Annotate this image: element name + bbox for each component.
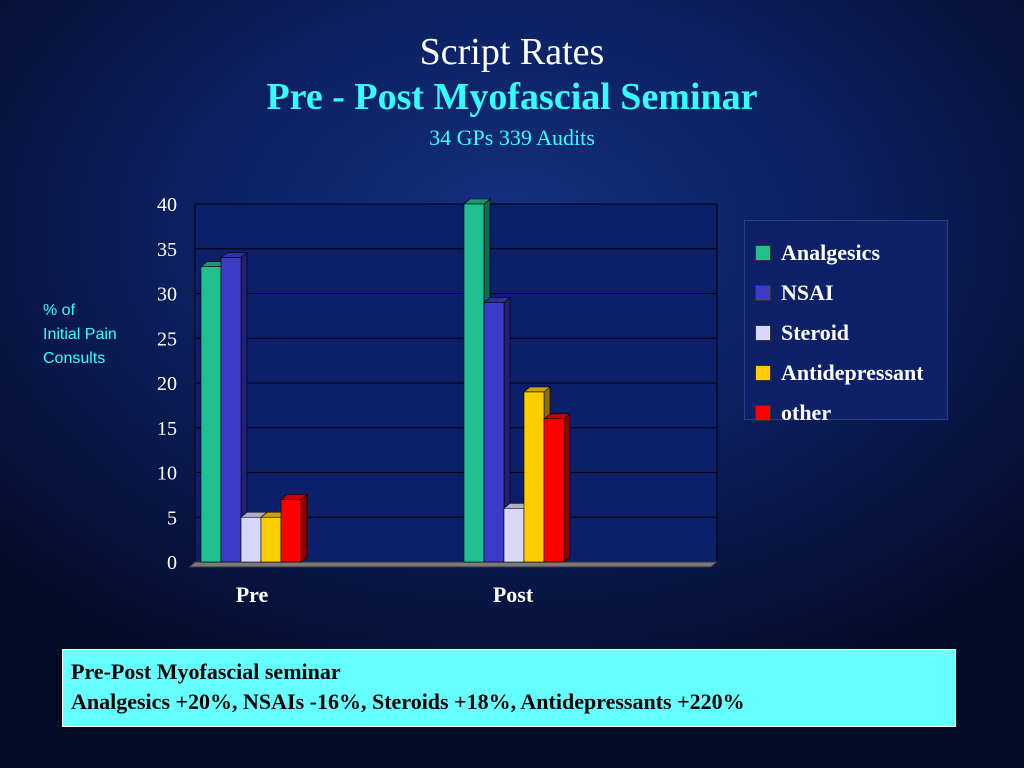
y-tick-label: 25 bbox=[157, 328, 177, 350]
legend-label: Analgesics bbox=[781, 240, 880, 265]
y-tick-label: 30 bbox=[157, 284, 177, 306]
bar bbox=[240, 516, 262, 563]
y-axis-label-line: Initial Pain bbox=[43, 326, 117, 343]
bar bbox=[523, 391, 545, 563]
x-category-label: Post bbox=[493, 582, 534, 607]
slide-subtitle: Pre - Post Myofascial Seminar bbox=[266, 76, 758, 118]
legend-item-analgesics: Analgesics bbox=[755, 233, 947, 273]
legend-label: Antidepressant bbox=[781, 360, 924, 385]
y-tick-label: 10 bbox=[157, 463, 177, 485]
x-category-label: Pre bbox=[236, 582, 269, 607]
bar bbox=[483, 302, 505, 563]
legend-swatch bbox=[755, 325, 771, 341]
legend-item-other: other bbox=[755, 393, 947, 433]
summary-detail: Analgesics +20%, NSAIs -16%, Steroids +1… bbox=[71, 689, 745, 714]
legend-label: Steroid bbox=[781, 320, 850, 345]
bar-chart: 0 5 10 15 20 25 30 35 40 Pre Post bbox=[157, 194, 719, 607]
y-tick-label: 40 bbox=[157, 194, 177, 216]
title-block: Script Rates Pre - Post Myofascial Semin… bbox=[0, 30, 1024, 152]
legend-label: NSAI bbox=[781, 280, 834, 305]
legend-item-steroid: Steroid bbox=[755, 313, 947, 353]
y-tick-label: 35 bbox=[157, 239, 177, 261]
chart-legend: Analgesics NSAI Steroid Antidepressant o… bbox=[744, 220, 948, 425]
legend-swatch bbox=[755, 405, 771, 421]
legend-item-antidepressant: Antidepressant bbox=[755, 353, 947, 393]
y-tick-label: 5 bbox=[167, 507, 177, 529]
bar-side bbox=[300, 493, 308, 563]
bar bbox=[503, 507, 525, 563]
bar bbox=[260, 516, 282, 563]
legend-swatch bbox=[755, 245, 771, 261]
legend-swatch bbox=[755, 285, 771, 301]
y-tick-label: 0 bbox=[167, 552, 177, 574]
legend-swatch bbox=[755, 365, 771, 381]
bar bbox=[543, 418, 565, 563]
plot-floor bbox=[187, 561, 719, 568]
slide-caption: 34 GPs 339 Audits bbox=[429, 125, 595, 150]
summary-box: Pre-Post Myofascial seminar Analgesics +… bbox=[62, 649, 956, 727]
legend-label: other bbox=[781, 400, 832, 425]
bar bbox=[200, 266, 222, 563]
summary-heading: Pre-Post Myofascial seminar bbox=[71, 659, 341, 684]
y-tick-label: 15 bbox=[157, 418, 177, 440]
y-axis-label-line: Consults bbox=[43, 350, 106, 367]
bar-side bbox=[563, 413, 571, 563]
y-axis-label-line: % of bbox=[43, 302, 76, 319]
bar bbox=[280, 499, 302, 563]
slide-title: Script Rates bbox=[419, 31, 605, 73]
bar bbox=[463, 203, 485, 563]
y-tick-label: 20 bbox=[157, 373, 177, 395]
bar bbox=[220, 257, 242, 563]
legend-item-nsai: NSAI bbox=[755, 273, 947, 313]
y-axis-label: % of Initial Pain Consults bbox=[43, 299, 117, 371]
